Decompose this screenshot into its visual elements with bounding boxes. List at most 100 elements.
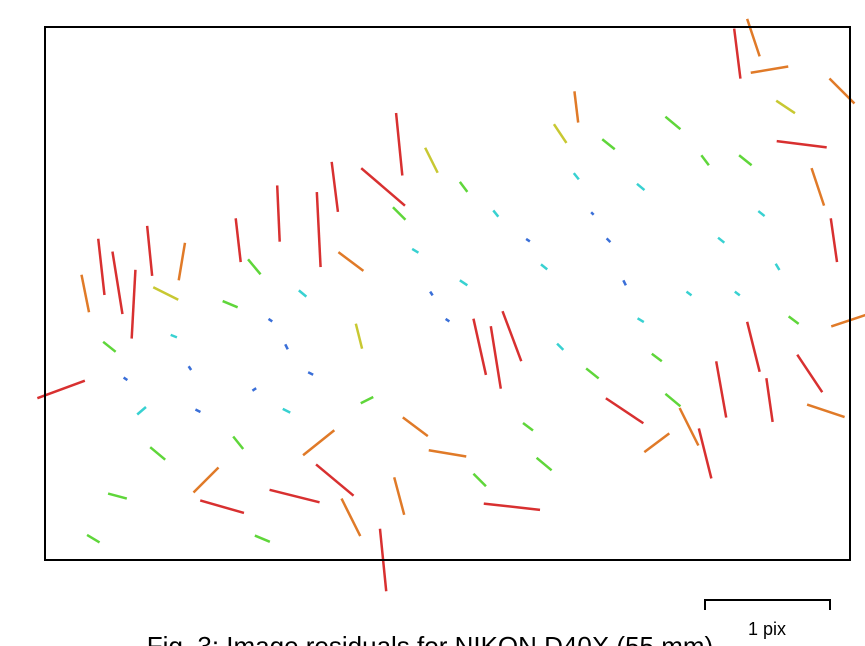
residual [525, 237, 531, 243]
residual [776, 139, 827, 149]
residual [267, 317, 273, 323]
residual [96, 238, 106, 296]
residual [122, 376, 129, 382]
residual-vectors [36, 18, 865, 592]
residual [170, 333, 178, 339]
residual [340, 498, 362, 537]
residual [664, 115, 682, 131]
residual [392, 476, 406, 516]
residual [177, 242, 187, 281]
residual [472, 318, 488, 376]
residual [585, 367, 600, 380]
residual [360, 167, 406, 207]
residual [830, 313, 865, 328]
residual [428, 449, 467, 458]
residual [678, 407, 700, 447]
residual [472, 472, 487, 488]
residual [774, 263, 781, 271]
residual [194, 408, 202, 414]
residual [492, 209, 500, 218]
residual [535, 456, 553, 472]
residual [573, 91, 580, 123]
residual [459, 279, 469, 287]
residual [307, 371, 314, 376]
residual [394, 112, 404, 176]
residual [130, 269, 137, 339]
residual [199, 499, 245, 515]
residual [187, 365, 193, 371]
residual [458, 181, 469, 193]
frame [44, 26, 851, 561]
residual [734, 290, 741, 297]
residual [605, 237, 612, 243]
residual [622, 279, 627, 286]
residual [315, 463, 355, 497]
residual [136, 406, 147, 416]
residual [714, 361, 728, 418]
residual [700, 154, 710, 166]
residual [284, 343, 289, 350]
residual [337, 251, 365, 272]
residual [605, 397, 645, 425]
residual [732, 28, 742, 79]
residual [540, 263, 549, 271]
residual [315, 191, 322, 268]
residual [282, 407, 291, 414]
residual [86, 533, 101, 544]
residual [302, 429, 336, 457]
residual [80, 274, 91, 313]
residual [298, 289, 308, 298]
residual [251, 387, 257, 392]
residual [787, 315, 800, 325]
residual [636, 317, 645, 324]
residual [149, 446, 167, 461]
residual [152, 286, 179, 301]
residual [483, 502, 541, 512]
residual [145, 225, 154, 276]
residual [738, 154, 753, 167]
residual [796, 354, 824, 393]
residual [275, 185, 281, 242]
residual [232, 435, 245, 450]
residual [775, 99, 796, 115]
residual [102, 340, 117, 353]
residual [444, 317, 451, 323]
residual [411, 247, 420, 254]
scale-bar [704, 599, 831, 610]
scale-label: 1 pix [748, 619, 786, 639]
residual [489, 326, 503, 389]
residual [745, 321, 761, 373]
residual [392, 206, 407, 221]
residual [664, 392, 682, 408]
residual [192, 466, 220, 494]
residual [765, 378, 774, 423]
residual [757, 210, 766, 218]
residual [717, 236, 726, 244]
residual [424, 147, 439, 174]
residual [643, 432, 671, 454]
residual [636, 182, 646, 191]
residual [651, 352, 663, 363]
residual [429, 290, 434, 297]
residual [247, 258, 262, 276]
residual [360, 395, 374, 405]
residual [601, 138, 616, 151]
caption: Fig. 3: Image residuals for NIKON D40X (… [147, 631, 713, 646]
residual [556, 342, 565, 351]
residual [222, 299, 239, 309]
residual [330, 161, 340, 213]
residual [234, 218, 242, 263]
residual [552, 123, 568, 144]
residual [572, 172, 580, 181]
residual [750, 65, 789, 74]
residual [806, 403, 845, 419]
residual [685, 290, 693, 297]
residual [810, 167, 826, 207]
residual [107, 492, 128, 500]
residual [402, 416, 429, 438]
residual [697, 428, 713, 479]
residual [111, 251, 124, 315]
residual [590, 211, 595, 216]
